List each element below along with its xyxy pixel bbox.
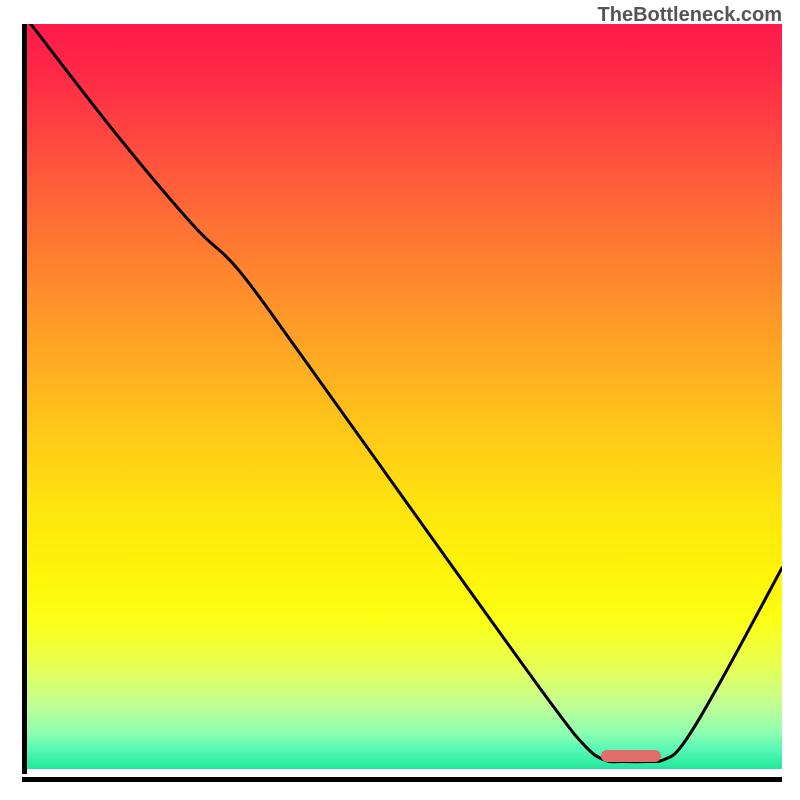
gradient-background (27, 24, 782, 769)
y-axis (22, 24, 27, 774)
bottleneck-chart (22, 24, 782, 782)
chart-svg (27, 24, 782, 769)
plot-area (22, 24, 782, 774)
optimal-marker (601, 750, 661, 762)
x-axis (22, 777, 782, 782)
watermark-text: TheBottleneck.com (598, 4, 782, 27)
